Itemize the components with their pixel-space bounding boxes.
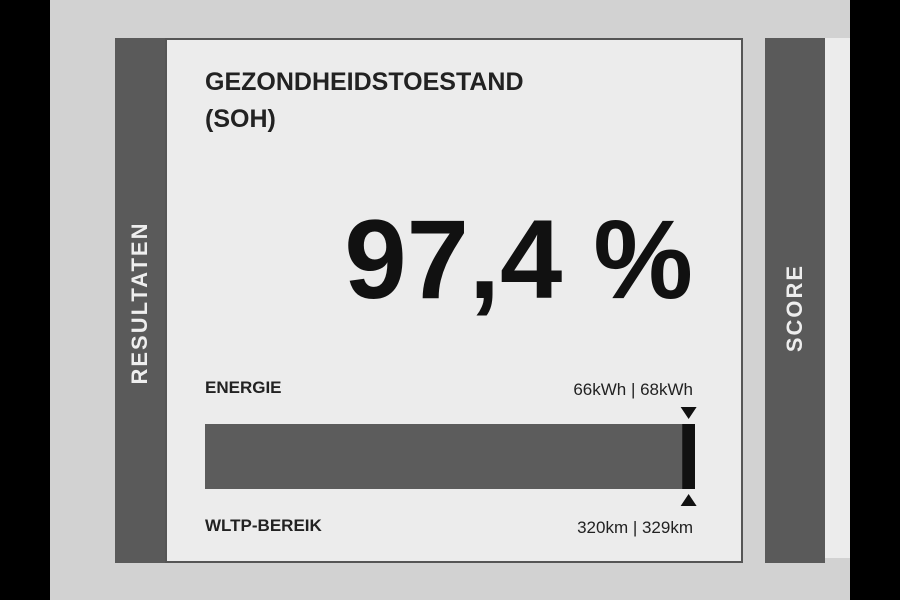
next-card bbox=[825, 38, 850, 558]
title: GEZONDHEIDSTOESTAND bbox=[205, 68, 524, 96]
soh-value: 97,4 % bbox=[344, 197, 693, 322]
range-values: 320km | 329km bbox=[577, 518, 693, 537]
side-label: RESULTATEN bbox=[127, 221, 152, 385]
range-label: WLTP-BEREIK bbox=[205, 516, 322, 535]
soh-bar-chart bbox=[205, 407, 697, 506]
soh-bar bbox=[205, 424, 683, 489]
card: GEZONDHEIDSTOESTAND (SOH) 97,4 % ENERGIE… bbox=[165, 38, 743, 563]
next-card-label: SCORE bbox=[782, 263, 807, 353]
energy-label: ENERGIE bbox=[205, 378, 282, 397]
marker-top bbox=[680, 407, 697, 419]
side-strip bbox=[115, 38, 165, 563]
marker-bottom bbox=[680, 494, 697, 506]
energy-values: 66kWh | 68kWh bbox=[573, 380, 693, 399]
subtitle: (SOH) bbox=[205, 105, 276, 133]
next-strip bbox=[765, 38, 825, 563]
